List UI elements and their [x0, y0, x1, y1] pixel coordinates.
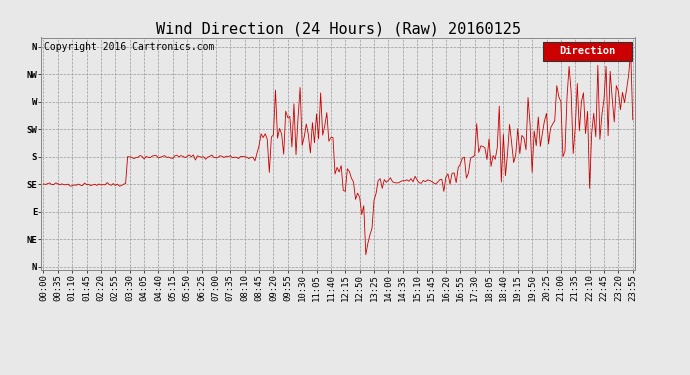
FancyBboxPatch shape — [543, 42, 632, 61]
Text: Direction: Direction — [559, 46, 615, 57]
Title: Wind Direction (24 Hours) (Raw) 20160125: Wind Direction (24 Hours) (Raw) 20160125 — [156, 21, 520, 36]
Text: Copyright 2016 Cartronics.com: Copyright 2016 Cartronics.com — [44, 42, 215, 52]
